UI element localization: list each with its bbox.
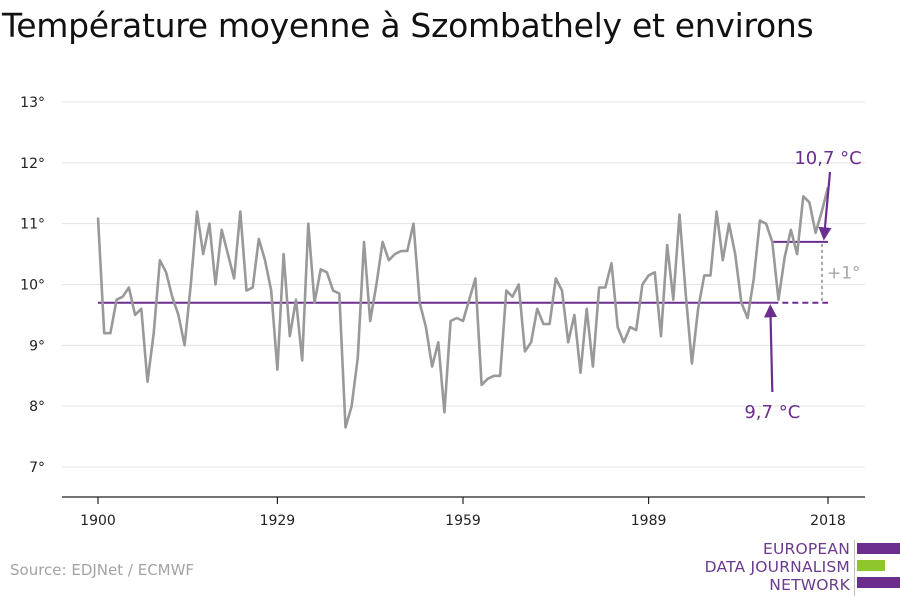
y-tick-label: 8° <box>29 399 45 415</box>
edjnet-logo[interactable]: EUROPEAN DATA JOURNALISM NETWORK <box>700 540 900 596</box>
y-tick-label: 11° <box>20 217 45 233</box>
logo-bar-green <box>857 560 885 571</box>
x-tick-label: 1929 <box>260 513 296 529</box>
source-note: Source: EDJNet / ECMWF <box>10 561 195 579</box>
x-tick-label: 1989 <box>631 513 667 529</box>
x-tick-label: 2018 <box>810 513 846 529</box>
x-tick-label: 1900 <box>80 513 116 529</box>
chart-title: Température moyenne à Szombathely et env… <box>2 6 814 45</box>
recent-annotation-arrow <box>818 171 832 241</box>
logo-bar-purple-top <box>857 543 900 554</box>
y-tick-label: 13° <box>20 95 45 111</box>
difference-label: +1° <box>827 263 861 283</box>
baseline-annotation-arrow <box>763 304 778 393</box>
x-tick-label: 1959 <box>445 513 481 529</box>
logo-line-european: EUROPEAN <box>762 540 850 558</box>
y-tick-label: 9° <box>29 338 45 354</box>
y-tick-label: 12° <box>20 156 45 172</box>
logo-line-network: NETWORK <box>769 576 850 594</box>
y-tick-label: 10° <box>20 278 45 294</box>
logo-line-data-journalism: DATA JOURNALISM <box>704 558 850 576</box>
baseline-annotation-label: 9,7 °C <box>744 402 800 423</box>
y-tick-label: 7° <box>29 460 45 476</box>
temperature-series-line <box>96 186 830 429</box>
logo-divider <box>854 540 855 596</box>
recent-annotation-label: 10,7 °C <box>794 148 861 169</box>
logo-bar-purple-bottom <box>857 577 900 588</box>
